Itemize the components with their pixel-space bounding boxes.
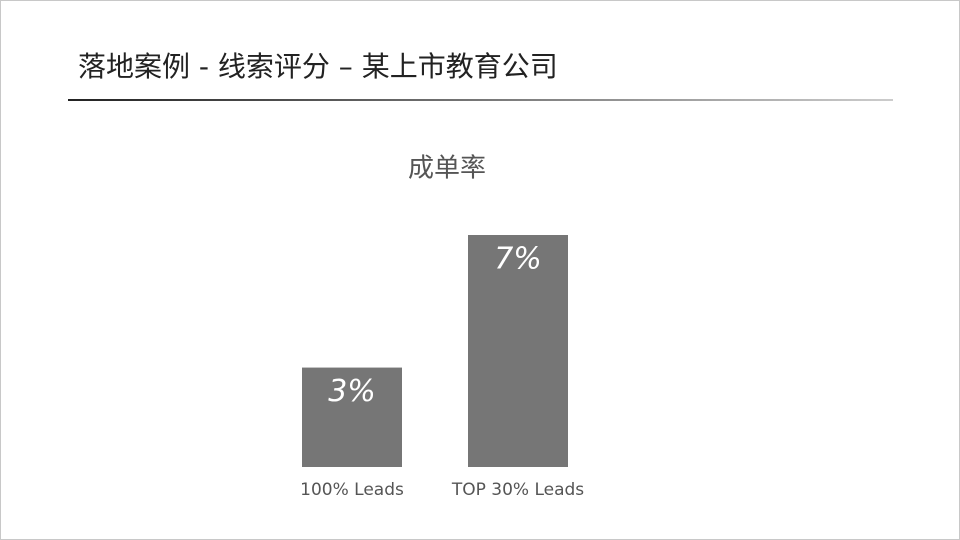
chart-title: 成单率 xyxy=(408,154,486,184)
slide-title: 落地案例 - 线索评分 – 某上市教育公司 xyxy=(78,50,558,83)
value-label: 7% xyxy=(494,242,542,277)
value-label: 3% xyxy=(328,374,376,409)
bar xyxy=(302,367,402,467)
x-tick-label: 100% Leads xyxy=(300,480,404,500)
title-rule xyxy=(68,99,893,101)
bar xyxy=(468,235,568,467)
x-tick-label: TOP 30% Leads xyxy=(451,480,584,500)
